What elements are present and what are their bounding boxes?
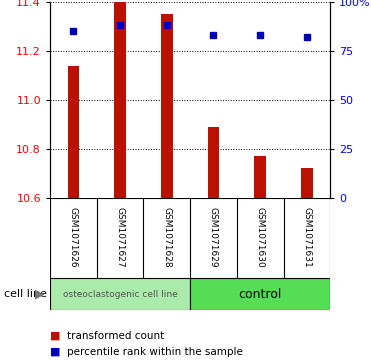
Text: ▶: ▶ (35, 287, 44, 301)
Text: ■: ■ (50, 347, 60, 357)
Text: GSM1071631: GSM1071631 (302, 207, 311, 268)
Text: GSM1071626: GSM1071626 (69, 207, 78, 268)
Text: percentile rank within the sample: percentile rank within the sample (67, 347, 243, 357)
Bar (114, 2, 126, 198)
Text: cell line: cell line (4, 289, 47, 299)
Text: GSM1071628: GSM1071628 (162, 207, 171, 268)
Text: ■: ■ (50, 331, 60, 341)
Bar (208, 127, 219, 198)
Bar (50, 278, 190, 310)
Text: osteoclastogenic cell line: osteoclastogenic cell line (63, 290, 177, 298)
Bar (190, 278, 330, 310)
Text: GSM1071630: GSM1071630 (256, 207, 265, 268)
Bar (68, 65, 79, 198)
Text: control: control (239, 287, 282, 301)
Text: GSM1071629: GSM1071629 (209, 207, 218, 268)
Text: transformed count: transformed count (67, 331, 164, 341)
Bar (161, 14, 173, 198)
Bar (255, 156, 266, 198)
Text: GSM1071627: GSM1071627 (116, 207, 125, 268)
Bar (301, 168, 313, 198)
